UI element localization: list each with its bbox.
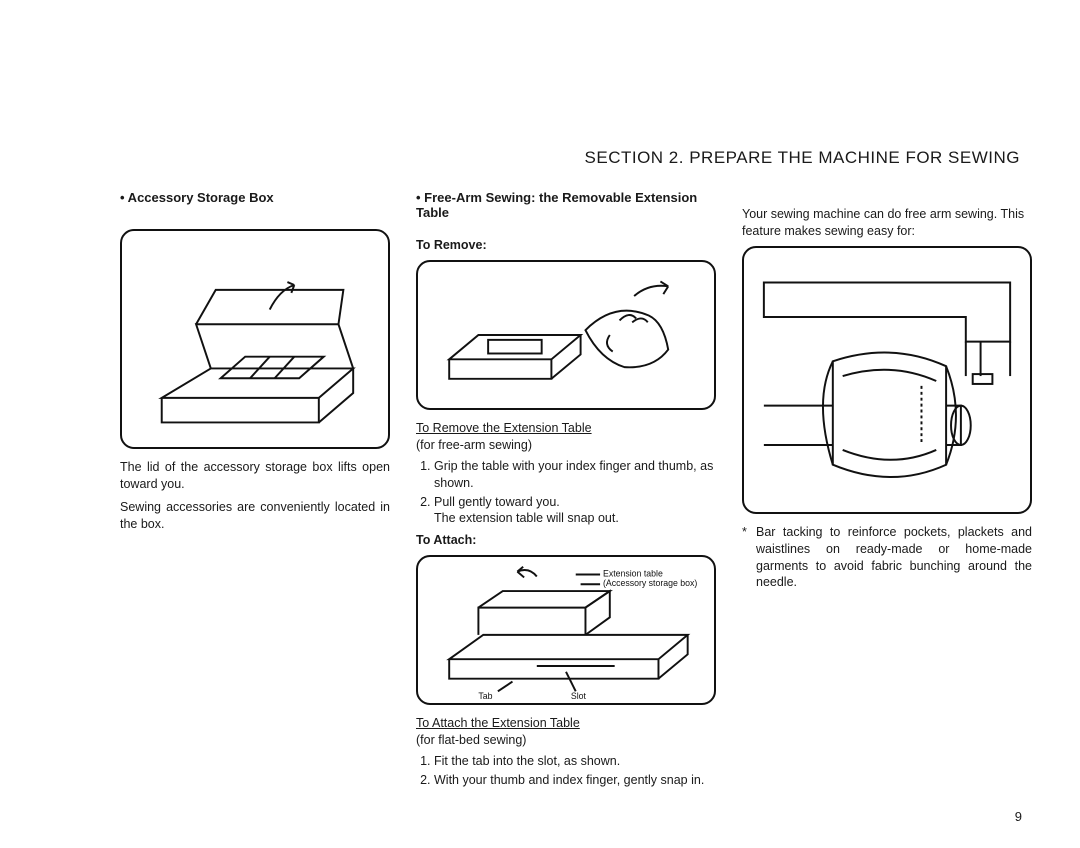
figure-attach-extension: Extension table (Accessory storage box) … (416, 555, 716, 705)
list-item: Pull gently toward you. The extension ta… (434, 494, 716, 528)
section-title: SECTION 2. PREPARE THE MACHINE FOR SEWIN… (585, 148, 1020, 168)
figure-label: Extension table (603, 569, 663, 579)
columns: • Accessory Storage Box (120, 190, 1040, 793)
note-bar-tacking: Bar tacking to reinforce pockets, placke… (742, 524, 1032, 592)
figure-label: (Accessory storage box) (603, 578, 697, 588)
text-remove-title: To Remove the Extension Table (for free-… (416, 420, 716, 454)
column-free-arm: • Free-Arm Sewing: the Removable Extensi… (416, 190, 716, 793)
column-free-arm-note: Your sewing machine can do free arm sewi… (742, 190, 1032, 793)
list-item: Fit the tab into the slot, as shown. (434, 753, 716, 770)
figure-label: Tab (478, 691, 492, 701)
text-attach-sub: (for flat-bed sewing) (416, 733, 526, 747)
text-attach-title: To Attach the Extension Table (for flat-… (416, 715, 716, 749)
label-to-remove: To Remove: (416, 238, 716, 252)
paragraph: The lid of the accessory storage box lif… (120, 459, 390, 493)
figure-accessory-box (120, 229, 390, 449)
figure-label: Slot (571, 691, 587, 701)
list-item: Grip the table with your index finger an… (434, 458, 716, 492)
figure-remove-extension (416, 260, 716, 410)
underline-text: To Attach the Extension Table (416, 716, 580, 730)
manual-page: SECTION 2. PREPARE THE MACHINE FOR SEWIN… (0, 0, 1080, 848)
text-remove-sub: (for free-arm sewing) (416, 438, 532, 452)
paragraph: Your sewing machine can do free arm sewi… (742, 206, 1032, 240)
figure-free-arm-sewing (742, 246, 1032, 514)
list-attach-steps: Fit the tab into the slot, as shown. Wit… (416, 753, 716, 789)
underline-text: To Remove the Extension Table (416, 421, 592, 435)
page-number: 9 (1015, 809, 1022, 824)
list-remove-steps: Grip the table with your index finger an… (416, 458, 716, 528)
heading-free-arm: • Free-Arm Sewing: the Removable Extensi… (416, 190, 716, 220)
heading-accessory-box: • Accessory Storage Box (120, 190, 390, 205)
label-to-attach: To Attach: (416, 533, 716, 547)
paragraph: Sewing accessories are conveniently loca… (120, 499, 390, 533)
column-accessory-box: • Accessory Storage Box (120, 190, 390, 793)
list-item: With your thumb and index finger, gently… (434, 772, 716, 789)
